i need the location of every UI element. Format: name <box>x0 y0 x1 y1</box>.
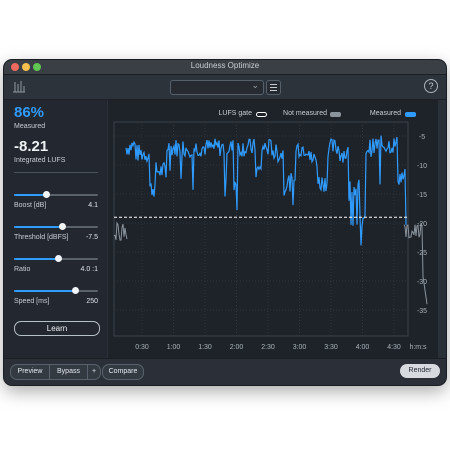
legend-measured-swatch <box>405 112 416 117</box>
loudness-optimize-window: Loudness Optimize ⌄ ? 86% Measured -8.21… <box>4 60 446 385</box>
legend-gate-swatch <box>256 112 267 117</box>
y-tick-label: -15 <box>417 192 427 199</box>
threshold-label: Threshold [dBFS] <box>14 234 69 241</box>
measured-trace <box>125 135 407 246</box>
y-tick-label: -20 <box>417 221 427 228</box>
render-button[interactable]: Render <box>400 364 440 378</box>
threshold-slider-knob[interactable] <box>58 223 66 230</box>
preview-button[interactable]: Preview <box>10 364 50 380</box>
boost-slider[interactable] <box>14 191 98 198</box>
close-window-button[interactable] <box>11 63 19 71</box>
x-tick-label: 0:30 <box>135 344 149 351</box>
speed-slider[interactable] <box>14 287 98 294</box>
chevron-down-icon: ⌄ <box>251 80 259 90</box>
divider <box>14 172 98 173</box>
legend-measured: Measured <box>369 110 401 117</box>
help-button[interactable]: ? <box>424 79 438 93</box>
plugin-logo-icon <box>13 81 25 93</box>
ratio-value: 4.0 :1 <box>80 266 98 273</box>
threshold-slider[interactable] <box>14 223 98 230</box>
speed-value: 250 <box>86 298 98 305</box>
x-tick-label: 4:30 <box>387 344 401 351</box>
loudness-graph: LUFS gate Not measured Measured -5 -10 -15… <box>108 100 438 358</box>
title-bar: Loudness Optimize <box>4 60 446 75</box>
preset-dropdown[interactable]: ⌄ <box>170 80 264 95</box>
not-measured-trace-start <box>113 221 128 241</box>
toolbar: ⌄ ? <box>4 75 446 100</box>
ratio-label: Ratio <box>14 266 31 273</box>
legend-not-measured: Not measured <box>283 110 327 117</box>
threshold-value: -7.5 <box>85 234 98 241</box>
x-tick-label: 4:00 <box>356 344 370 351</box>
integrated-lufs-label: Integrated LUFS <box>14 157 66 164</box>
y-tick-label: -30 <box>417 279 427 286</box>
loudness-plot-svg: -5-10-15-20-25-30-350:30 1:00 1:30 2:00 2:30… <box>113 121 428 351</box>
measured-label: Measured <box>14 123 46 130</box>
measured-percent: 86% <box>14 104 45 121</box>
y-tick-label: -35 <box>417 308 427 315</box>
plot-frame <box>113 121 409 337</box>
ratio-slider-knob[interactable] <box>54 255 62 262</box>
legend-not-measured-swatch <box>330 112 341 117</box>
ratio-slider[interactable] <box>14 255 98 262</box>
compare-button[interactable]: Compare <box>102 364 144 380</box>
x-axis-unit: h:m:s <box>409 344 427 351</box>
x-tick-label: 1:30 <box>198 344 212 351</box>
maximize-window-button[interactable] <box>33 63 41 71</box>
not-measured-trace-end <box>403 222 428 305</box>
learn-button[interactable]: Learn <box>14 321 100 336</box>
integrated-lufs-value: -8.21 <box>14 138 49 155</box>
y-tick-label: -5 <box>419 134 425 141</box>
sidebar-panel: 86% Measured -8.21 Integrated LUFS Boost… <box>4 100 107 358</box>
legend-lufs-gate: LUFS gate <box>218 110 252 117</box>
y-tick-label: -10 <box>417 163 427 170</box>
boost-slider-knob[interactable] <box>42 191 50 198</box>
x-tick-label: 2:30 <box>261 344 275 351</box>
speed-slider-knob[interactable] <box>72 287 80 294</box>
boost-label: Boost [dB] <box>14 202 47 209</box>
x-tick-label: 1:00 <box>167 344 181 351</box>
minimize-window-button[interactable] <box>22 63 30 71</box>
window-title: Loudness Optimize <box>190 61 260 70</box>
footer-bar: Preview Bypass + Compare Render <box>4 358 446 385</box>
speed-label: Speed [ms] <box>14 298 50 305</box>
x-tick-label: 3:00 <box>293 344 307 351</box>
boost-value: 4.1 <box>88 202 98 209</box>
add-bypass-button[interactable]: + <box>87 364 101 380</box>
bypass-button[interactable]: Bypass <box>49 364 88 380</box>
x-tick-label: 2:00 <box>230 344 244 351</box>
x-tick-label: 3:30 <box>324 344 338 351</box>
preset-menu-button[interactable] <box>266 80 281 95</box>
